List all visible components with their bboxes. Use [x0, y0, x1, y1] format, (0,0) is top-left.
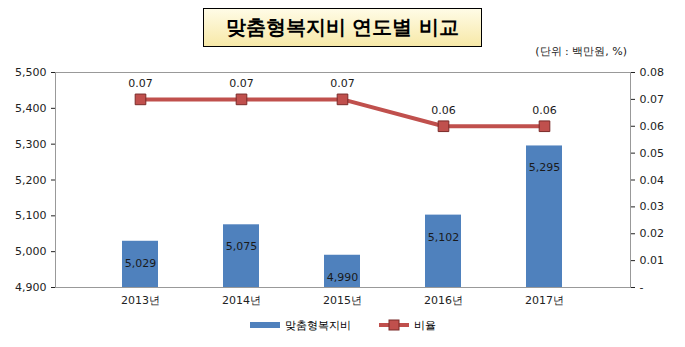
svg-text:5,200: 5,200 [15, 174, 47, 187]
svg-text:2014년: 2014년 [222, 294, 261, 307]
svg-text:5,100: 5,100 [15, 209, 47, 222]
html-text:(단위 : 백만원, %): (단위 : 백만원, %) [535, 45, 627, 58]
svg-text:4,900: 4,900 [15, 281, 47, 294]
svg-text:0.06: 0.06 [431, 104, 456, 117]
svg-text:2017년: 2017년 [525, 294, 564, 307]
svg-text:2013년: 2013년 [121, 294, 160, 307]
svg-text:0.04: 0.04 [640, 174, 665, 187]
svg-text:5,500: 5,500 [15, 66, 47, 79]
svg-text:2015년: 2015년 [323, 294, 362, 307]
svg-text:-: - [640, 281, 644, 294]
svg-text:0.03: 0.03 [640, 200, 665, 213]
svg-text:0.07: 0.07 [128, 77, 153, 90]
svg-text:0.06: 0.06 [532, 104, 557, 117]
svg-text:0.02: 0.02 [640, 227, 665, 240]
html-text:맞춤형복지비 연도별 비교: 맞춤형복지비 연도별 비교 [225, 15, 460, 39]
svg-text:2016년: 2016년 [424, 294, 463, 307]
svg-text:0.06: 0.06 [640, 120, 665, 133]
html-text:비율: 비율 [413, 318, 436, 332]
svg-text:0.07: 0.07 [330, 77, 355, 90]
svg-text:4,990: 4,990 [327, 271, 359, 284]
svg-text:5,000: 5,000 [15, 245, 47, 258]
html-text:맞춤형복지비: 맞춤형복지비 [284, 318, 351, 332]
svg-text:5,102: 5,102 [428, 231, 460, 244]
svg-text:5,029: 5,029 [125, 257, 157, 270]
svg-text:0.01: 0.01 [640, 254, 665, 267]
svg-text:5,295: 5,295 [529, 161, 561, 174]
svg-text:5,300: 5,300 [15, 138, 47, 151]
svg-text:0.08: 0.08 [640, 66, 665, 79]
svg-text:5,075: 5,075 [226, 240, 258, 253]
svg-text:5,400: 5,400 [15, 102, 47, 115]
svg-text:0.05: 0.05 [640, 147, 665, 160]
svg-text:0.07: 0.07 [640, 93, 665, 106]
svg-text:0.07: 0.07 [229, 77, 254, 90]
